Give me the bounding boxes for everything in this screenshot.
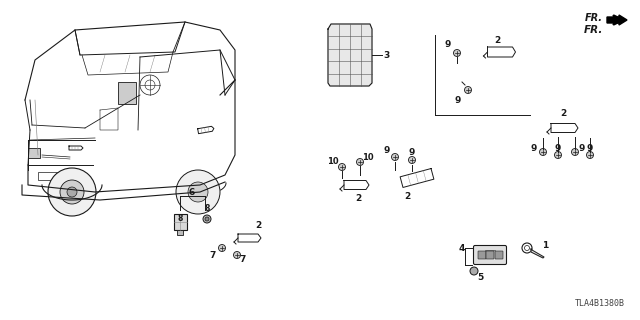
Circle shape — [540, 148, 547, 156]
Text: 9: 9 — [445, 39, 451, 49]
Text: 2: 2 — [494, 36, 500, 44]
Circle shape — [470, 267, 478, 275]
FancyBboxPatch shape — [486, 251, 494, 259]
Text: 9: 9 — [384, 146, 390, 155]
Text: 9: 9 — [587, 143, 593, 153]
Circle shape — [356, 158, 364, 165]
Circle shape — [339, 164, 346, 171]
Circle shape — [205, 217, 209, 221]
Circle shape — [60, 180, 84, 204]
Text: 9: 9 — [579, 143, 585, 153]
FancyBboxPatch shape — [474, 245, 506, 265]
Circle shape — [392, 154, 399, 161]
FancyArrow shape — [607, 15, 627, 25]
Text: 10: 10 — [362, 153, 374, 162]
FancyBboxPatch shape — [478, 251, 486, 259]
Circle shape — [586, 151, 593, 158]
Text: 8: 8 — [177, 213, 182, 222]
Text: 8: 8 — [204, 204, 210, 212]
Polygon shape — [531, 249, 544, 258]
Text: 2: 2 — [355, 194, 361, 203]
Circle shape — [408, 156, 415, 164]
Polygon shape — [328, 24, 372, 86]
Circle shape — [525, 245, 529, 251]
Text: 2: 2 — [560, 108, 566, 117]
Text: 1: 1 — [542, 241, 548, 250]
Text: 2: 2 — [404, 191, 410, 201]
Text: FR.: FR. — [584, 25, 603, 35]
Circle shape — [176, 170, 220, 214]
FancyBboxPatch shape — [495, 251, 503, 259]
Bar — [28, 148, 40, 158]
Text: TLA4B1380B: TLA4B1380B — [575, 299, 625, 308]
Circle shape — [218, 244, 225, 252]
Text: 10: 10 — [327, 156, 339, 165]
Text: 9: 9 — [409, 148, 415, 156]
Circle shape — [572, 148, 579, 156]
Text: 4: 4 — [459, 244, 465, 252]
Circle shape — [465, 86, 472, 93]
Text: 2: 2 — [255, 220, 261, 229]
Bar — [38, 172, 60, 180]
Circle shape — [554, 151, 561, 158]
Text: 7: 7 — [240, 255, 246, 265]
Circle shape — [188, 182, 208, 202]
Text: 5: 5 — [477, 274, 483, 283]
Text: 9: 9 — [455, 95, 461, 105]
Text: 3: 3 — [384, 51, 390, 60]
Text: 6: 6 — [189, 188, 195, 196]
Circle shape — [203, 215, 211, 223]
Bar — [177, 230, 183, 235]
Bar — [173, 214, 186, 230]
Text: 9: 9 — [531, 143, 537, 153]
Circle shape — [48, 168, 96, 216]
Circle shape — [454, 50, 461, 57]
Bar — [118, 82, 136, 104]
Text: FR.: FR. — [585, 13, 603, 23]
Text: 9: 9 — [555, 143, 561, 153]
Circle shape — [67, 187, 77, 197]
Circle shape — [234, 252, 241, 259]
Text: 7: 7 — [210, 252, 216, 260]
